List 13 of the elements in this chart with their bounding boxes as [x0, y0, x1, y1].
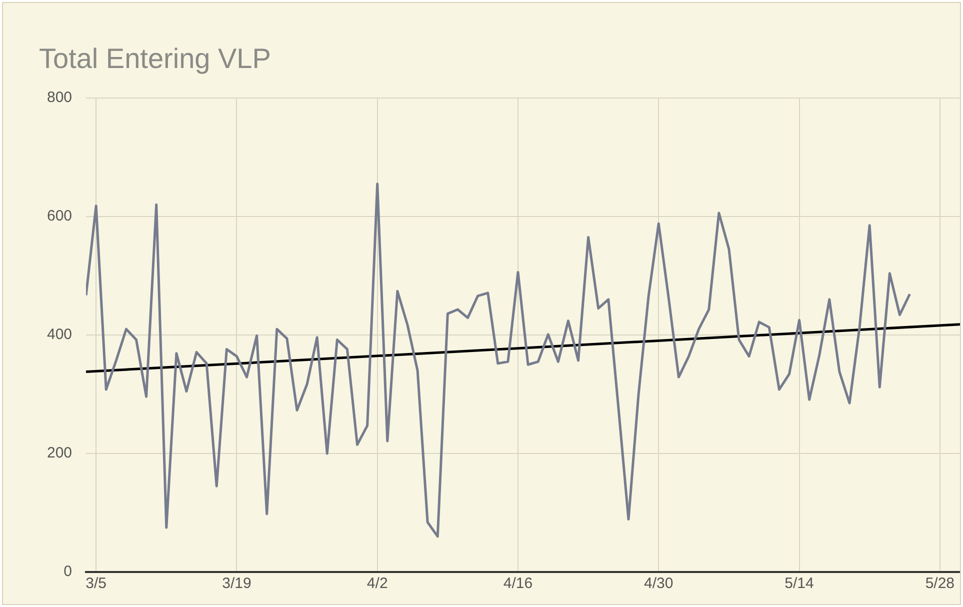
chart-title: Total Entering VLP — [39, 43, 271, 75]
x-tick-label: 5/14 — [784, 575, 814, 592]
y-tick-label: 400 — [46, 326, 72, 344]
x-tick-label: 3/19 — [222, 575, 252, 592]
x-tick-label: 4/16 — [503, 575, 533, 592]
y-tick-label: 200 — [46, 444, 72, 462]
y-tick-label: 0 — [64, 563, 72, 580]
y-tick-label: 600 — [46, 208, 72, 225]
x-tick-label: 5/28 — [925, 575, 955, 592]
x-tick-label: 3/5 — [86, 575, 106, 592]
x-tick-label: 4/2 — [366, 575, 388, 592]
x-tick-label: 4/30 — [644, 575, 674, 592]
y-tick-label: 800 — [46, 89, 72, 106]
